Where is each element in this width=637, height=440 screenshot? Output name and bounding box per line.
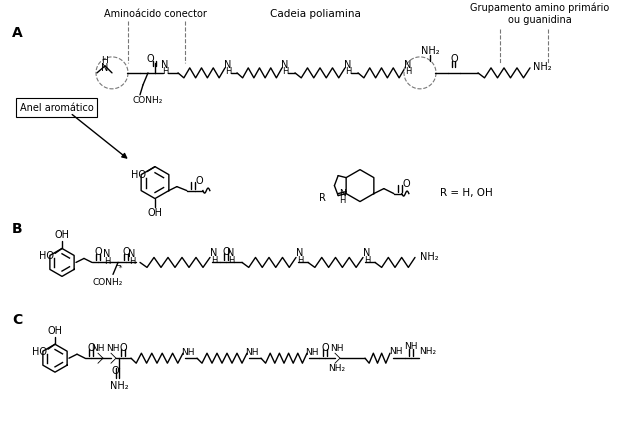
Text: CONH₂: CONH₂ (133, 96, 163, 105)
Text: OH: OH (55, 231, 69, 241)
Text: NH: NH (245, 348, 259, 357)
Text: O: O (402, 179, 410, 189)
Text: *: * (119, 264, 123, 271)
Text: O: O (195, 176, 203, 186)
Text: O: O (111, 366, 119, 376)
Text: HO: HO (39, 251, 55, 261)
Text: OH: OH (148, 208, 162, 217)
Text: N: N (282, 60, 289, 70)
Text: H: H (404, 67, 412, 77)
Text: NH: NH (389, 347, 403, 356)
Text: Cadeia poliamina: Cadeia poliamina (269, 9, 361, 19)
Text: R = H, OH: R = H, OH (440, 187, 493, 198)
Text: H: H (102, 56, 108, 66)
Text: O: O (119, 343, 127, 353)
Text: OH: OH (48, 326, 62, 336)
Text: NH₂: NH₂ (420, 253, 439, 262)
Text: H: H (104, 257, 110, 266)
Text: H: H (364, 256, 370, 265)
Text: H: H (162, 67, 168, 77)
Text: N: N (227, 249, 234, 258)
Text: N: N (224, 60, 232, 70)
Text: B: B (12, 221, 23, 235)
Text: N: N (103, 249, 111, 260)
Text: N: N (210, 249, 218, 258)
Text: O: O (122, 247, 130, 257)
Text: H: H (211, 256, 217, 265)
Text: N: N (339, 189, 346, 198)
Text: O: O (450, 54, 458, 64)
Text: N: N (101, 63, 109, 73)
Text: R: R (319, 193, 326, 202)
Text: NH: NH (305, 348, 318, 357)
Text: O: O (146, 54, 154, 64)
Text: H: H (225, 67, 231, 77)
Text: NH: NH (106, 344, 120, 353)
FancyBboxPatch shape (17, 98, 97, 117)
Text: C: C (12, 313, 22, 327)
Text: N: N (296, 249, 304, 258)
Text: H: H (340, 196, 346, 205)
Text: NH₂: NH₂ (419, 347, 436, 356)
Text: N: N (404, 60, 412, 70)
Text: NH₂: NH₂ (110, 381, 128, 391)
Text: NH₂: NH₂ (420, 46, 440, 56)
Text: N: N (161, 60, 169, 70)
Text: O: O (321, 343, 329, 353)
Text: Anel aromático: Anel aromático (20, 103, 94, 113)
Text: Grupamento amino primário
ou guanidina: Grupamento amino primário ou guanidina (470, 3, 610, 25)
Text: HO: HO (131, 170, 147, 180)
Text: H: H (297, 256, 303, 265)
Text: A: A (12, 26, 23, 40)
Text: O: O (87, 343, 95, 353)
Text: Aminoácido conector: Aminoácido conector (104, 9, 206, 19)
Text: NH₂: NH₂ (329, 364, 345, 373)
Text: NH₂: NH₂ (533, 62, 552, 72)
Text: H: H (345, 67, 351, 77)
Text: H: H (129, 257, 135, 266)
Text: HO: HO (32, 347, 48, 357)
Text: CONH₂: CONH₂ (93, 278, 123, 287)
Text: N: N (345, 60, 352, 70)
Text: N: N (363, 249, 371, 258)
Text: O: O (94, 247, 102, 257)
Text: H: H (282, 67, 288, 77)
Text: NH: NH (330, 344, 344, 353)
Text: NH: NH (91, 344, 104, 353)
Text: H: H (228, 256, 234, 265)
Text: N: N (128, 249, 136, 260)
Text: NH: NH (404, 342, 418, 351)
Text: O: O (222, 247, 230, 257)
Text: NH: NH (182, 348, 195, 357)
